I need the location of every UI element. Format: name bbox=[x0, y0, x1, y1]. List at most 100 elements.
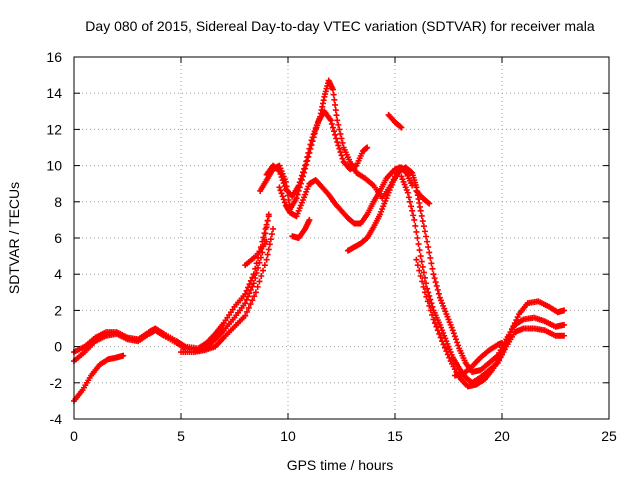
data-point bbox=[504, 336, 511, 343]
data-point bbox=[252, 289, 259, 296]
data-point bbox=[398, 124, 405, 131]
y-tick-label: 14 bbox=[46, 85, 62, 101]
data-point bbox=[434, 327, 441, 334]
data-point bbox=[242, 300, 249, 307]
data-point bbox=[276, 168, 283, 175]
data-point bbox=[261, 262, 268, 269]
data-point bbox=[420, 269, 427, 276]
axis-ticks: 0 5 10 15 20 25 -4 -2 0 2 4 6 8 10 12 14 16 bbox=[46, 49, 617, 444]
data-point bbox=[454, 339, 461, 346]
data-point bbox=[405, 194, 412, 201]
x-tick-label: 25 bbox=[601, 428, 617, 444]
data-point bbox=[501, 343, 508, 350]
x-tick-label: 15 bbox=[387, 428, 403, 444]
data-point bbox=[279, 193, 286, 200]
data-point bbox=[433, 323, 440, 330]
data-point bbox=[265, 246, 272, 253]
data-point bbox=[499, 350, 505, 357]
data-point bbox=[423, 293, 430, 300]
data-point bbox=[416, 247, 423, 254]
data-point bbox=[413, 256, 420, 263]
data-point bbox=[426, 292, 433, 299]
data-point bbox=[331, 128, 338, 135]
data-point bbox=[414, 235, 421, 241]
data-point bbox=[415, 241, 422, 248]
data-point bbox=[332, 101, 339, 108]
data-point bbox=[309, 134, 316, 141]
data-point bbox=[429, 265, 436, 272]
data-point bbox=[252, 265, 259, 272]
data-point bbox=[339, 139, 346, 146]
data-point bbox=[421, 228, 428, 235]
data-point bbox=[278, 190, 285, 197]
data-point bbox=[336, 145, 343, 152]
series-track-l bbox=[413, 256, 568, 390]
data-point bbox=[258, 273, 265, 280]
data-point bbox=[434, 286, 441, 293]
data-point bbox=[426, 200, 433, 207]
data-point bbox=[243, 287, 250, 294]
chart-title: Day 080 of 2015, Sidereal Day-to-day VTE… bbox=[85, 18, 595, 34]
data-point bbox=[420, 223, 427, 230]
data-point bbox=[435, 290, 442, 297]
series-track-m bbox=[451, 339, 505, 379]
data-point bbox=[276, 184, 283, 191]
data-point bbox=[313, 122, 320, 129]
data-point bbox=[247, 301, 254, 308]
data-point bbox=[245, 304, 252, 311]
data-point bbox=[338, 152, 345, 159]
data-point bbox=[499, 339, 505, 346]
data-point bbox=[424, 285, 431, 292]
data-point bbox=[417, 253, 424, 260]
data-point bbox=[264, 217, 271, 224]
data-point bbox=[335, 121, 342, 128]
data-point bbox=[254, 283, 261, 290]
data-point bbox=[417, 207, 424, 214]
data-point bbox=[281, 199, 288, 206]
series-track-e bbox=[242, 238, 270, 269]
data-point bbox=[246, 281, 253, 288]
data-point bbox=[329, 124, 336, 131]
data-point bbox=[452, 336, 459, 343]
data-point bbox=[430, 316, 437, 323]
data-point bbox=[421, 289, 428, 296]
data-point bbox=[431, 320, 438, 327]
y-tick-label: 10 bbox=[46, 158, 62, 174]
data-point bbox=[433, 282, 440, 289]
data-point bbox=[335, 142, 342, 149]
data-point bbox=[561, 321, 568, 328]
data-point bbox=[507, 329, 514, 336]
series-track-i bbox=[289, 216, 313, 241]
data-point bbox=[404, 189, 411, 196]
data-point bbox=[437, 334, 444, 341]
data-point bbox=[364, 144, 371, 151]
data-point bbox=[293, 195, 300, 202]
data-point bbox=[301, 165, 308, 172]
data-point bbox=[455, 342, 462, 349]
y-tick-label: -2 bbox=[50, 375, 63, 391]
data-point bbox=[514, 314, 521, 321]
data-point bbox=[500, 347, 507, 354]
data-point bbox=[268, 231, 275, 238]
data-point bbox=[296, 179, 303, 186]
y-tick-label: 16 bbox=[46, 49, 62, 65]
data-point bbox=[426, 249, 433, 256]
data-point bbox=[425, 244, 432, 251]
data-point bbox=[260, 234, 267, 241]
x-tick-label: 5 bbox=[177, 428, 185, 444]
data-point bbox=[243, 308, 250, 315]
data-point bbox=[277, 171, 284, 178]
data-point bbox=[441, 344, 448, 351]
data-point bbox=[280, 180, 287, 187]
data-point bbox=[443, 348, 450, 355]
data-point bbox=[410, 212, 417, 219]
data-point bbox=[408, 203, 415, 210]
series-track-c bbox=[71, 352, 127, 404]
series-track-n bbox=[385, 111, 405, 131]
data-point bbox=[264, 251, 271, 258]
data-point bbox=[279, 177, 286, 184]
grid-lines bbox=[74, 57, 609, 419]
data-point bbox=[302, 162, 309, 169]
data-point bbox=[513, 317, 520, 324]
data-point bbox=[421, 274, 428, 281]
